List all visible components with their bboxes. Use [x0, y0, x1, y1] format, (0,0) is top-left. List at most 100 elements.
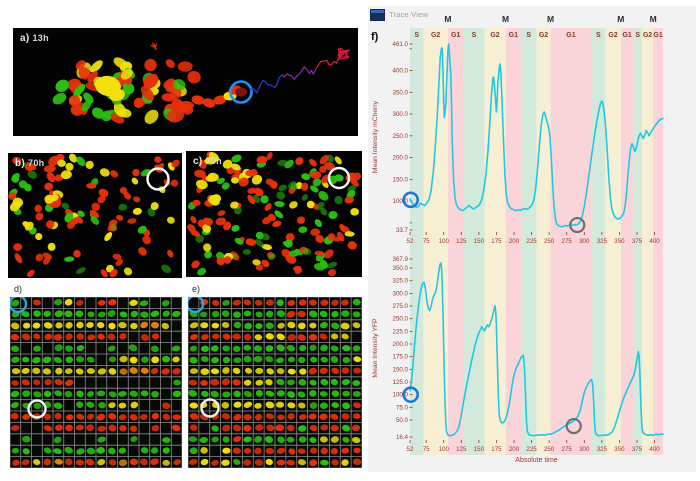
panel-a-graphics: [52, 42, 350, 124]
panel-e-graphics: [188, 297, 362, 468]
yfp-trace: [409, 262, 664, 437]
panel-c-graphics: [187, 151, 362, 277]
x-tick-label: 75: [423, 446, 430, 453]
x-tick-label: 175: [491, 446, 502, 453]
panel-c-timestamp: 70h: [205, 156, 222, 166]
phase-label: S: [472, 32, 477, 39]
y-tick-label: 75.0: [396, 404, 409, 411]
montage-grid-lines: [10, 297, 182, 468]
cell-cluster: [52, 57, 247, 124]
y-axis-label: Mean Intensity YFP: [372, 318, 379, 378]
cell-scatter: [187, 151, 362, 277]
montage-grid-lines: [188, 297, 362, 468]
x-tick-label: 375: [632, 446, 643, 453]
mitosis-label: M: [444, 14, 451, 24]
track-early-segment: [249, 74, 283, 94]
panel-c-label: c): [193, 156, 203, 167]
y-tick-label: 150.0: [393, 366, 409, 373]
panel-b-graphics: [8, 153, 180, 278]
phase-label: S: [526, 32, 531, 39]
mitosis-label: M: [617, 14, 624, 24]
trace-start-marker: [402, 386, 420, 403]
x-tick-label: 100: [439, 238, 450, 245]
trace-view-window: Trace View f) S G2 G1 S G2 G1 S G2 G1 S G2 G1 S G2 G1 M…: [368, 6, 696, 472]
y-tick-label: 100.0: [393, 392, 409, 399]
x-tick-label: 300: [579, 238, 590, 245]
x-tick-label: 75: [423, 238, 430, 245]
x-tick-label: 325: [597, 446, 608, 453]
y-tick-label: 200.0: [393, 341, 409, 348]
cell-cycle-phase-bands: [410, 28, 663, 455]
y-tick-label: 367.9: [393, 256, 409, 263]
phase-label: G2: [431, 32, 440, 39]
phase-label: G1: [509, 32, 518, 39]
mitosis-label: M: [650, 14, 657, 24]
montage-event-circle: [27, 399, 47, 419]
x-tick-label: 400: [649, 446, 660, 453]
panel-c-caption: c) 70h: [193, 156, 222, 167]
panel-a-embryo-image: a) 13h: [13, 28, 358, 136]
x-tick-label: 225: [526, 446, 537, 453]
panel-d-track-montage: [10, 297, 182, 468]
phase-label: G1: [653, 32, 662, 39]
panel-b-caption: b) 70h: [15, 158, 44, 169]
y-tick-label: 461.0: [393, 41, 409, 48]
y-tick-label: 275.0: [393, 303, 409, 310]
trace-view-icon: [370, 8, 385, 21]
x-tick-label: 150: [474, 446, 485, 453]
y-tick-label: 16.4: [396, 434, 409, 441]
event-marker: [565, 417, 582, 435]
phase-label: G2: [490, 32, 499, 39]
x-tick-label: 250: [544, 446, 555, 453]
x-tick-label: 52: [407, 446, 414, 453]
panel-f-label: f): [371, 31, 379, 43]
x-tick-label: 52: [407, 238, 414, 245]
y-tick-label: 33.7: [396, 227, 409, 234]
track-end-scribble: [337, 47, 350, 61]
panel-a-label: a): [20, 33, 30, 44]
y-tick-label: 200.0: [393, 155, 409, 162]
tracked-cell-circle: [229, 80, 253, 104]
highlight-circle: [327, 166, 351, 190]
small-red-scribble: [150, 42, 158, 51]
y-tick-label: 325.0: [393, 278, 409, 285]
panel-a-caption: a) 13h: [20, 33, 49, 44]
event-marker: [569, 216, 586, 234]
mitosis-label: M: [502, 14, 509, 24]
montage-event-circle: [200, 398, 220, 418]
phase-label: S: [635, 32, 640, 39]
phase-label: S: [414, 32, 419, 39]
trace-view-titlebar[interactable]: Trace View: [370, 8, 428, 21]
y-tick-label: 125.0: [393, 379, 409, 386]
mitosis-label: M: [547, 14, 554, 24]
panel-b-field-image: b) 70h: [8, 153, 182, 278]
y-tick-label: 175.0: [393, 354, 409, 361]
x-tick-label: 125: [456, 446, 467, 453]
x-tick-label: 375: [632, 238, 643, 245]
montage-start-circle: [10, 297, 28, 314]
phase-label: G2: [539, 32, 548, 39]
panel-d-label: d): [14, 284, 23, 294]
phase-label: G2: [643, 32, 652, 39]
track-mid-segment: [281, 66, 317, 81]
x-tick-label: 100: [439, 446, 450, 453]
cell-scatter: [8, 153, 180, 278]
panel-d-graphics: [10, 297, 182, 468]
x-tick-label: 325: [597, 238, 608, 245]
x-tick-label: 275: [562, 446, 573, 453]
x-tick-label: 125: [456, 238, 467, 245]
y-tick-label: 250.0: [393, 133, 409, 140]
panel-a-timestamp: 13h: [32, 33, 49, 43]
mcherry-trace: [409, 43, 664, 228]
phase-label: G1: [566, 32, 575, 39]
trace-charts[interactable]: S G2 G1 S G2 G1 S G2 G1 S G2 G1 S G2 G1M M M M M461.0400.0…: [368, 6, 696, 472]
y-tick-label: 350.0: [393, 89, 409, 96]
x-tick-label: 400: [649, 238, 660, 245]
panel-e-track-montage: [188, 297, 362, 468]
y-tick-label: 400.0: [393, 68, 409, 75]
y-tick-label: 300.0: [393, 111, 409, 118]
x-tick-label: 200: [509, 446, 520, 453]
x-tick-label: 350: [614, 446, 625, 453]
panel-b-label: b): [15, 158, 26, 169]
